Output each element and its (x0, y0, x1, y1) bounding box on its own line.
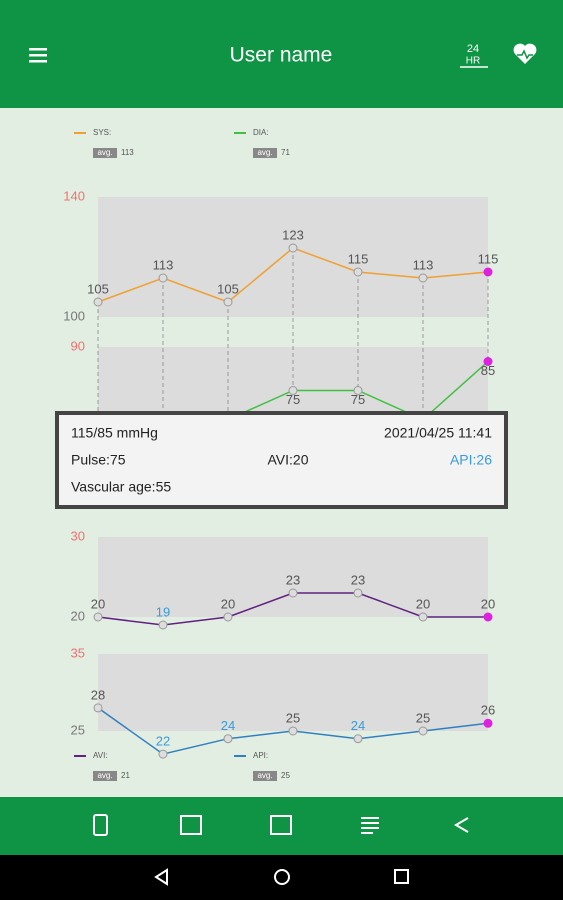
panel-band (98, 537, 488, 617)
data-point (483, 357, 493, 366)
data-point (353, 588, 363, 598)
data-point (223, 297, 233, 307)
y-tick-label: 100 (63, 308, 85, 323)
value-label: 25 (416, 710, 430, 725)
value-label: 75 (286, 392, 300, 407)
data-point (93, 612, 103, 622)
data-point (158, 620, 168, 630)
value-label: 123 (282, 227, 304, 242)
data-point (483, 612, 493, 622)
legend-name: DIA: (253, 128, 269, 137)
value-label: 115 (478, 251, 499, 266)
tooltip-date: 2021/04/25 11:41 (384, 425, 492, 441)
data-point (223, 612, 233, 622)
y-tick-label: 140 (63, 188, 85, 203)
value-label: 24 (221, 718, 235, 733)
tooltip-avi: AVI:20 (268, 452, 309, 468)
app-bar (0, 0, 563, 108)
data-point (288, 243, 298, 253)
avg-badge (93, 148, 117, 158)
list-button[interactable] (361, 817, 379, 834)
data-point (353, 734, 363, 744)
value-label: 24 (351, 718, 365, 733)
data-point (93, 703, 103, 713)
value-label: 20 (221, 596, 235, 611)
value-label: 23 (351, 572, 365, 587)
data-point (223, 734, 233, 744)
data-point (483, 267, 493, 277)
y-tick-label: 35 (71, 645, 85, 660)
y-tick-label: 30 (71, 528, 85, 543)
app-title: User name (230, 44, 333, 67)
legend-name: SYS: (93, 128, 111, 137)
legend-name: AVI: (93, 751, 108, 760)
avg-label: avg. (97, 771, 112, 780)
y-tick-label: 90 (71, 338, 85, 353)
value-label: 23 (286, 572, 300, 587)
device-button[interactable] (93, 814, 108, 836)
avg-label: avg. (97, 148, 112, 157)
data-point (158, 273, 168, 283)
recents-button[interactable] (394, 869, 409, 884)
data-point (288, 726, 298, 736)
tooltip-api: API:26 (450, 452, 492, 468)
value-label: 28 (91, 687, 105, 702)
menu-button[interactable] (29, 48, 47, 63)
heart-pulse (517, 49, 533, 60)
avg-badge (253, 771, 277, 781)
tooltip: 115/85 mmHg 2021/04/25 11:41 Pulse:75 AV… (55, 411, 508, 509)
value-label: 85 (481, 363, 495, 378)
home-button[interactable] (274, 869, 290, 885)
value-label: 105 (87, 281, 109, 296)
data-point (418, 273, 428, 283)
y-tick-label: 20 (71, 608, 85, 623)
data-point (93, 297, 103, 307)
value-label: 19 (156, 604, 170, 619)
badge-bottom: HR (466, 56, 480, 67)
data-point (418, 612, 428, 622)
value-label: 113 (413, 257, 434, 272)
avg-value: 21 (121, 771, 130, 780)
bottom-bar (0, 797, 563, 855)
data-point (158, 749, 168, 759)
avg-badge (253, 148, 277, 158)
value-label: 22 (156, 734, 170, 749)
avg-value: 71 (281, 148, 290, 157)
avg-value: 25 (281, 771, 290, 780)
data-point (288, 588, 298, 598)
y-tick-label: 25 (71, 722, 85, 737)
back-button[interactable] (154, 868, 168, 886)
tooltip-bp: 115/85 mmHg (71, 425, 158, 441)
tooltip-vascular: Vascular age:55 (71, 479, 171, 495)
value-label: 115 (348, 251, 369, 266)
avg-label: avg. (257, 771, 272, 780)
avg-badge (93, 771, 117, 781)
24hr-button[interactable]: 24 HR (460, 43, 488, 68)
value-label: 20 (416, 596, 430, 611)
data-point (418, 726, 428, 736)
data-point (483, 718, 493, 728)
value-label: 26 (481, 703, 495, 718)
data-point (353, 267, 363, 277)
calendar-button[interactable] (270, 815, 292, 835)
tooltip-pulse: Pulse:75 (71, 452, 126, 468)
data-point (353, 386, 363, 395)
value-label: 113 (153, 257, 174, 272)
value-label: 20 (91, 596, 105, 611)
value-label: 75 (351, 392, 365, 407)
value-label: 20 (481, 596, 495, 611)
data-point (288, 386, 298, 395)
legend-name: API: (253, 751, 268, 760)
calendar-search-button[interactable] (180, 815, 202, 835)
badge-top: 24 (467, 43, 479, 55)
system-nav (0, 855, 563, 900)
share-button[interactable] (454, 817, 469, 833)
value-label: 105 (217, 281, 239, 296)
avg-value: 113 (121, 148, 134, 157)
value-label: 25 (286, 710, 300, 725)
avg-label: avg. (257, 148, 272, 157)
panel-band (98, 654, 488, 731)
